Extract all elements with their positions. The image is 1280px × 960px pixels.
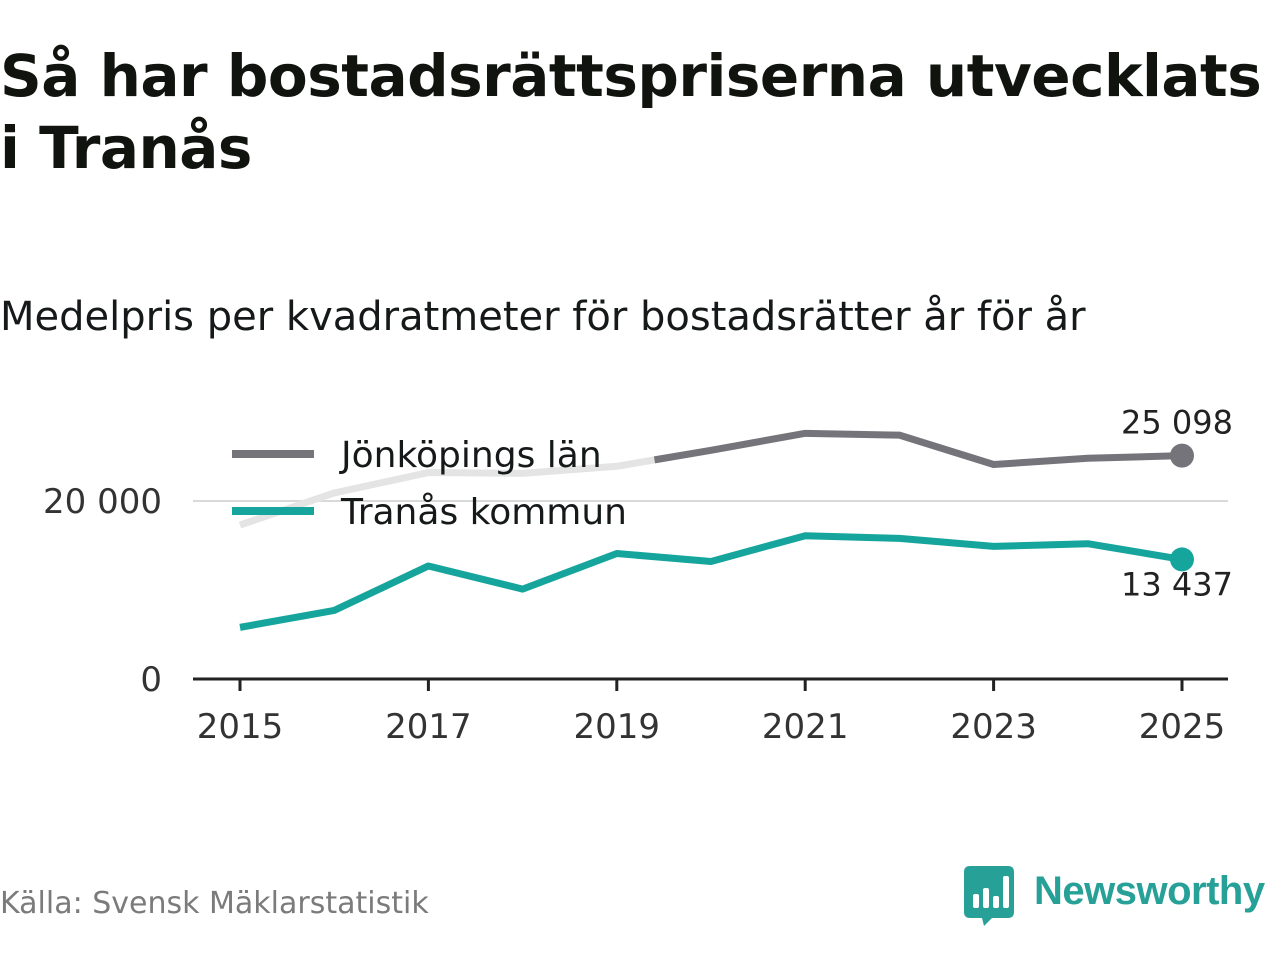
- chart-title: Så har bostadsrättspriserna utvecklats i…: [0, 42, 1262, 182]
- x-tick-label: 2017: [385, 707, 472, 747]
- series-line-tranas-kommun: [239, 532, 1183, 631]
- end-point-jonkopings-lan: [1170, 443, 1194, 468]
- x-tick-label: 2019: [574, 707, 661, 747]
- series-line-jonkopings-lan-faded: [238, 456, 656, 529]
- series-line-jonkopings-lan: [653, 429, 1183, 469]
- x-tick-label: 2023: [950, 707, 1037, 747]
- x-tick-label: 2021: [762, 707, 849, 747]
- newsworthy-logo: Newsworthy: [962, 864, 1280, 928]
- y-tick-label: 0: [140, 660, 162, 700]
- end-point-tranas-kommun: [1170, 547, 1194, 572]
- brand-name: Newsworthy: [1034, 869, 1265, 913]
- newsworthy-logo-icon: [964, 866, 1014, 926]
- legend-label-county: Jönköpings län: [339, 435, 602, 476]
- legend-label-municipality: Tranås kommun: [340, 492, 627, 533]
- chart-subtitle: Medelpris per kvadratmeter för bostadsrä…: [0, 294, 1086, 340]
- data-label-jonkopings-lan: 25 098: [1121, 404, 1233, 442]
- x-tick-label: 2015: [197, 707, 284, 747]
- line-chart: 0 20 000 2015 2017 2019 2021 2023 2025 25 098 13 …: [43, 404, 1233, 747]
- x-tick-label: 2025: [1139, 707, 1226, 747]
- data-label-tranas-kommun: 13 437: [1121, 565, 1233, 603]
- source-note: Källa: Svensk Mäklarstatistik: [0, 886, 429, 921]
- y-tick-label: 20 000: [43, 482, 162, 522]
